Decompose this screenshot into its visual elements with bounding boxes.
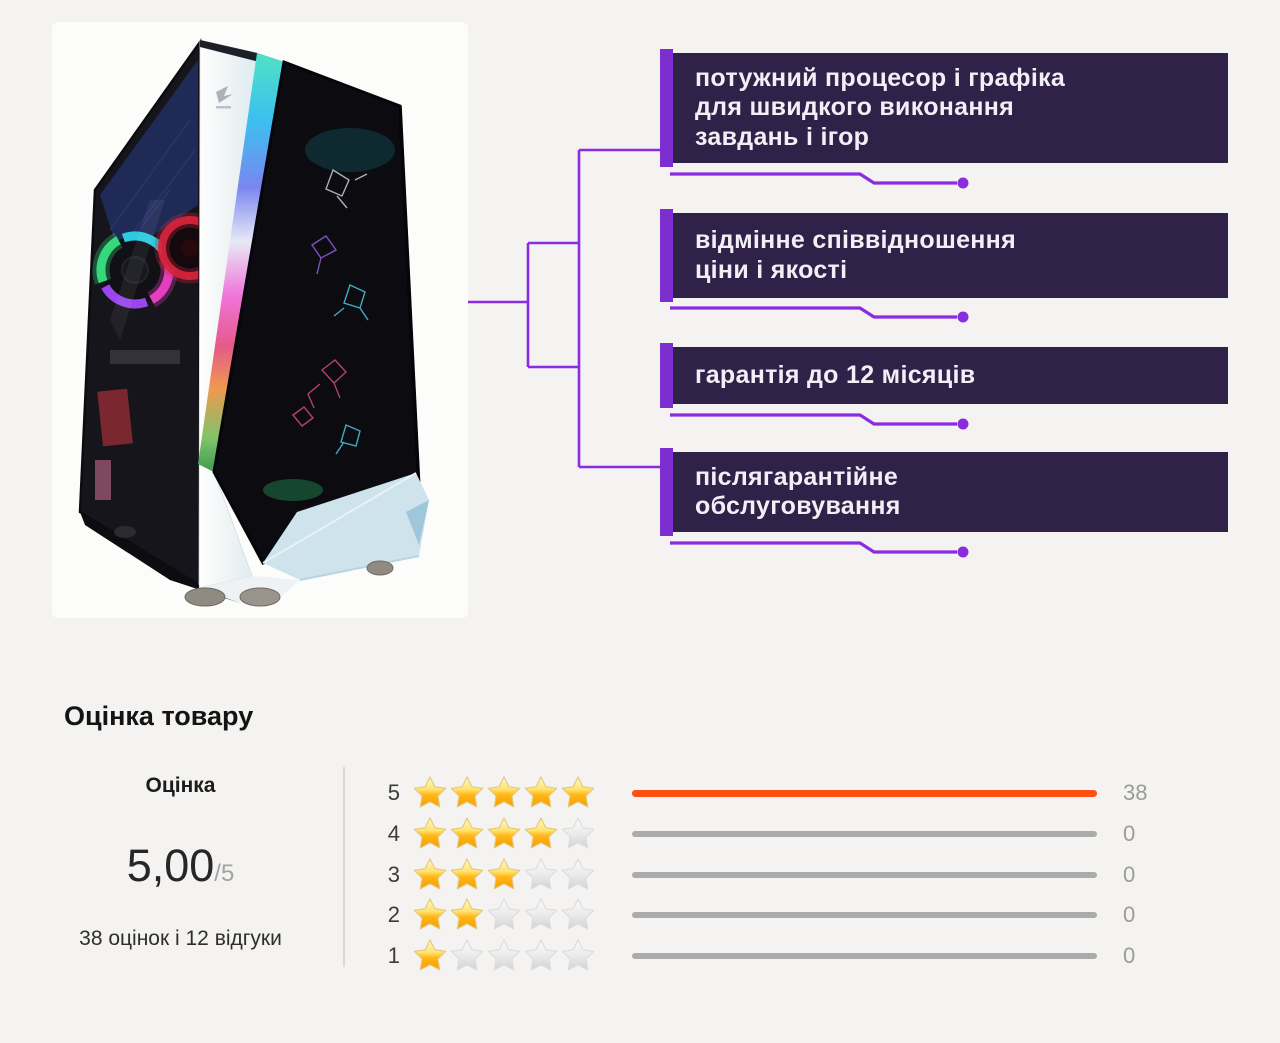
- rating-row-star-level: 2: [387, 902, 400, 928]
- star-filled-icon: [487, 858, 521, 890]
- rating-row[interactable]: 1 0: [380, 936, 1170, 977]
- rating-row-star-level: 1: [387, 943, 400, 969]
- star-filled-icon: [450, 776, 484, 808]
- rating-row[interactable]: 3 0: [380, 854, 1170, 895]
- star-empty-icon: [487, 898, 521, 930]
- star-empty-icon: [487, 939, 521, 971]
- feature-box-service: післягарантійне обслуговування: [660, 448, 1228, 536]
- rating-row-stars: [413, 898, 595, 932]
- rating-row[interactable]: 2 0: [380, 895, 1170, 936]
- rating-bar-track: [632, 789, 1097, 797]
- vertical-divider: [343, 767, 345, 967]
- star-filled-icon: [561, 776, 595, 808]
- connector-dot: [957, 418, 969, 430]
- mesh-pattern: [291, 168, 369, 455]
- star-filled-icon: [413, 817, 447, 849]
- rating-row-star-level: 4: [387, 821, 400, 847]
- feature-text: відмінне співвідношення ціни і якості: [695, 226, 1016, 284]
- star-filled-icon: [413, 939, 447, 971]
- feature-text: потужний процесор і графіка для швидкого…: [695, 63, 1066, 151]
- rating-count: 0: [1123, 943, 1136, 969]
- star-empty-icon: [561, 817, 595, 849]
- callout-underline: [670, 306, 957, 319]
- rating-bar-track: [632, 831, 1097, 838]
- star-empty-icon: [524, 939, 558, 971]
- rating-bar-fill: [632, 789, 1097, 797]
- star-filled-icon: [413, 776, 447, 808]
- connector-dot: [957, 311, 969, 323]
- feature-text: післягарантійне обслуговування: [695, 462, 901, 521]
- rating-bar-track: [632, 953, 1097, 960]
- star-filled-icon: [450, 858, 484, 890]
- star-empty-icon: [524, 858, 558, 890]
- star-filled-icon: [524, 776, 558, 808]
- score-label: Оцінка: [145, 774, 216, 797]
- rating-bar-track: [632, 912, 1097, 919]
- rating-row[interactable]: 5 38: [380, 773, 1170, 814]
- rating-count: 0: [1123, 821, 1136, 847]
- feature-box-value: відмінне співвідношення ціни і якості: [660, 209, 1228, 302]
- rating-count: 0: [1123, 902, 1136, 928]
- star-filled-icon: [450, 817, 484, 849]
- star-empty-icon: [524, 898, 558, 930]
- feature-text: гарантія до 12 місяців: [695, 360, 976, 389]
- callout-underline: [670, 413, 957, 426]
- rating-row-stars: [413, 858, 595, 892]
- callout-underline: [670, 541, 957, 554]
- score-max: /5: [214, 860, 235, 887]
- feature-box-cpu: потужний процесор і графіка для швидкого…: [660, 49, 1228, 167]
- rating-row-stars: [413, 939, 595, 973]
- rating-count: 0: [1123, 861, 1136, 887]
- rating-row[interactable]: 4 0: [380, 814, 1170, 855]
- rating-row-stars: [413, 817, 595, 851]
- star-empty-icon: [450, 939, 484, 971]
- star-filled-icon: [450, 898, 484, 930]
- connector-dot: [957, 177, 969, 189]
- callout-underline: [670, 172, 957, 185]
- star-empty-icon: [561, 939, 595, 971]
- rating-section-title: Оцінка товару: [64, 701, 254, 731]
- star-empty-icon: [561, 898, 595, 930]
- star-filled-icon: [487, 817, 521, 849]
- score-line: 5,00/5: [38, 843, 323, 899]
- rating-bar-track: [632, 871, 1097, 878]
- rating-row-stars: [413, 776, 595, 810]
- rating-row-star-level: 3: [387, 861, 400, 887]
- connector-dot: [957, 546, 969, 558]
- star-filled-icon: [413, 898, 447, 930]
- star-empty-icon: [561, 858, 595, 890]
- star-filled-icon: [413, 858, 447, 890]
- pc-case-image: [52, 22, 468, 618]
- rating-row-star-level: 5: [387, 780, 400, 806]
- star-filled-icon: [524, 817, 558, 849]
- score-value: 5,00: [126, 840, 215, 891]
- rating-rows: 5 38 4 0 3 0 2 0 1 0: [380, 773, 1170, 976]
- star-filled-icon: [487, 776, 521, 808]
- feature-box-warranty: гарантія до 12 місяців: [660, 343, 1228, 408]
- score-summary: 38 оцінок і 12 відгуки: [79, 927, 282, 950]
- rating-count: 38: [1123, 780, 1148, 806]
